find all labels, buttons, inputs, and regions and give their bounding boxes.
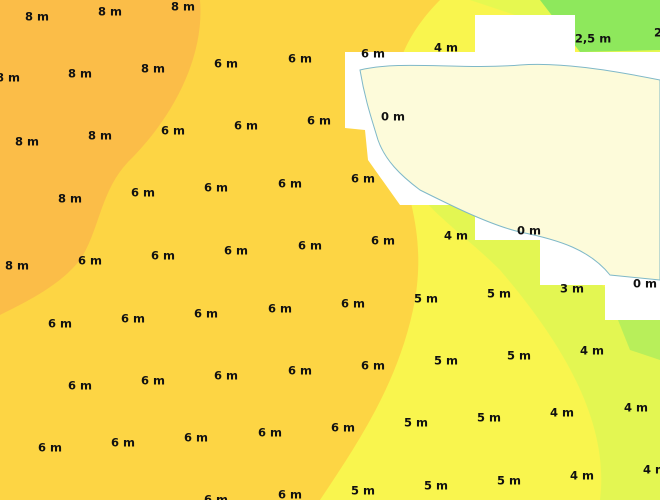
wave-height-label: 2,5 m — [575, 32, 611, 46]
wave-height-label: 4 m — [434, 41, 458, 55]
wave-height-label: 4 m — [643, 463, 660, 477]
wave-height-label: 6 m — [278, 488, 302, 500]
wave-height-label: 6 m — [288, 364, 312, 378]
wave-height-label: 8 m — [141, 62, 165, 76]
wave-height-label: 8 m — [15, 135, 39, 149]
wave-height-label: 8 m — [5, 259, 29, 273]
wave-height-label: 5 m — [414, 292, 438, 306]
wave-height-label: 6 m — [351, 172, 375, 186]
wave-height-label: 6 m — [258, 426, 282, 440]
wave-height-label: 0 m — [633, 277, 657, 291]
wave-height-label: 2 — [654, 26, 660, 40]
wave-height-label: 6 m — [38, 441, 62, 455]
wave-height-label: 6 m — [288, 52, 312, 66]
wave-height-label: 0 m — [517, 224, 541, 238]
wave-height-label: 6 m — [361, 359, 385, 373]
wave-height-label: 3 m — [560, 282, 584, 296]
wave-height-label: 6 m — [341, 297, 365, 311]
wave-height-label: 6 m — [278, 177, 302, 191]
wave-height-label: 4 m — [570, 469, 594, 483]
wave-height-label: 5 m — [487, 287, 511, 301]
wave-height-label: 8 m — [98, 5, 122, 19]
wave-height-label: 6 m — [161, 124, 185, 138]
wave-height-label: 4 m — [580, 344, 604, 358]
wave-height-label: 6 m — [78, 254, 102, 268]
wave-height-label: 8 m — [25, 10, 49, 24]
wave-height-label: 5 m — [424, 479, 448, 493]
wave-height-label: 6 m — [331, 421, 355, 435]
wave-height-label: 6 m — [121, 312, 145, 326]
wave-height-label: 6 m — [68, 379, 92, 393]
wave-height-label: 6 m — [268, 302, 292, 316]
wave-height-label: 6 m — [361, 47, 385, 61]
sea-coastal-south — [420, 195, 660, 500]
wave-height-label: 6 m — [298, 239, 322, 253]
wave-height-label: 8 m — [171, 0, 195, 14]
land — [359, 63, 660, 281]
wave-height-label: 4 m — [550, 406, 574, 420]
wave-height-label: 8 m — [58, 192, 82, 206]
wave-height-label: 6 m — [234, 119, 258, 133]
wave-height-label: 5 m — [497, 474, 521, 488]
wave-height-label: 6 m — [204, 493, 228, 500]
wave-height-label: 6 m — [214, 57, 238, 71]
wave-height-label: 4 m — [444, 229, 468, 243]
wave-height-label: 6 m — [204, 181, 228, 195]
wave-height-label: 6 m — [131, 186, 155, 200]
wave-height-label: 0 m — [381, 110, 405, 124]
wave-height-label: 6 m — [141, 374, 165, 388]
wave-height-label: 8 m — [68, 67, 92, 81]
wave-height-label: 6 m — [371, 234, 395, 248]
wave-height-label: 5 m — [404, 416, 428, 430]
wave-height-label: 6 m — [214, 369, 238, 383]
wave-height-label: 8 m — [88, 129, 112, 143]
wave-height-label: 6 m — [224, 244, 248, 258]
wave-height-label: 6 m — [307, 114, 331, 128]
wave-height-label: 4 m — [624, 401, 648, 415]
wave-height-label: 5 m — [351, 484, 375, 498]
wave-height-label: 6 m — [151, 249, 175, 263]
wave-height-label: 6 m — [184, 431, 208, 445]
wave-height-label: 8 m — [0, 71, 20, 85]
wave-height-label: 6 m — [48, 317, 72, 331]
wave-height-label: 5 m — [434, 354, 458, 368]
wave-height-label: 6 m — [111, 436, 135, 450]
wave-height-label: 5 m — [477, 411, 501, 425]
sea-deep — [0, 0, 201, 315]
wave-height-label: 5 m — [507, 349, 531, 363]
wave-height-label: 6 m — [194, 307, 218, 321]
